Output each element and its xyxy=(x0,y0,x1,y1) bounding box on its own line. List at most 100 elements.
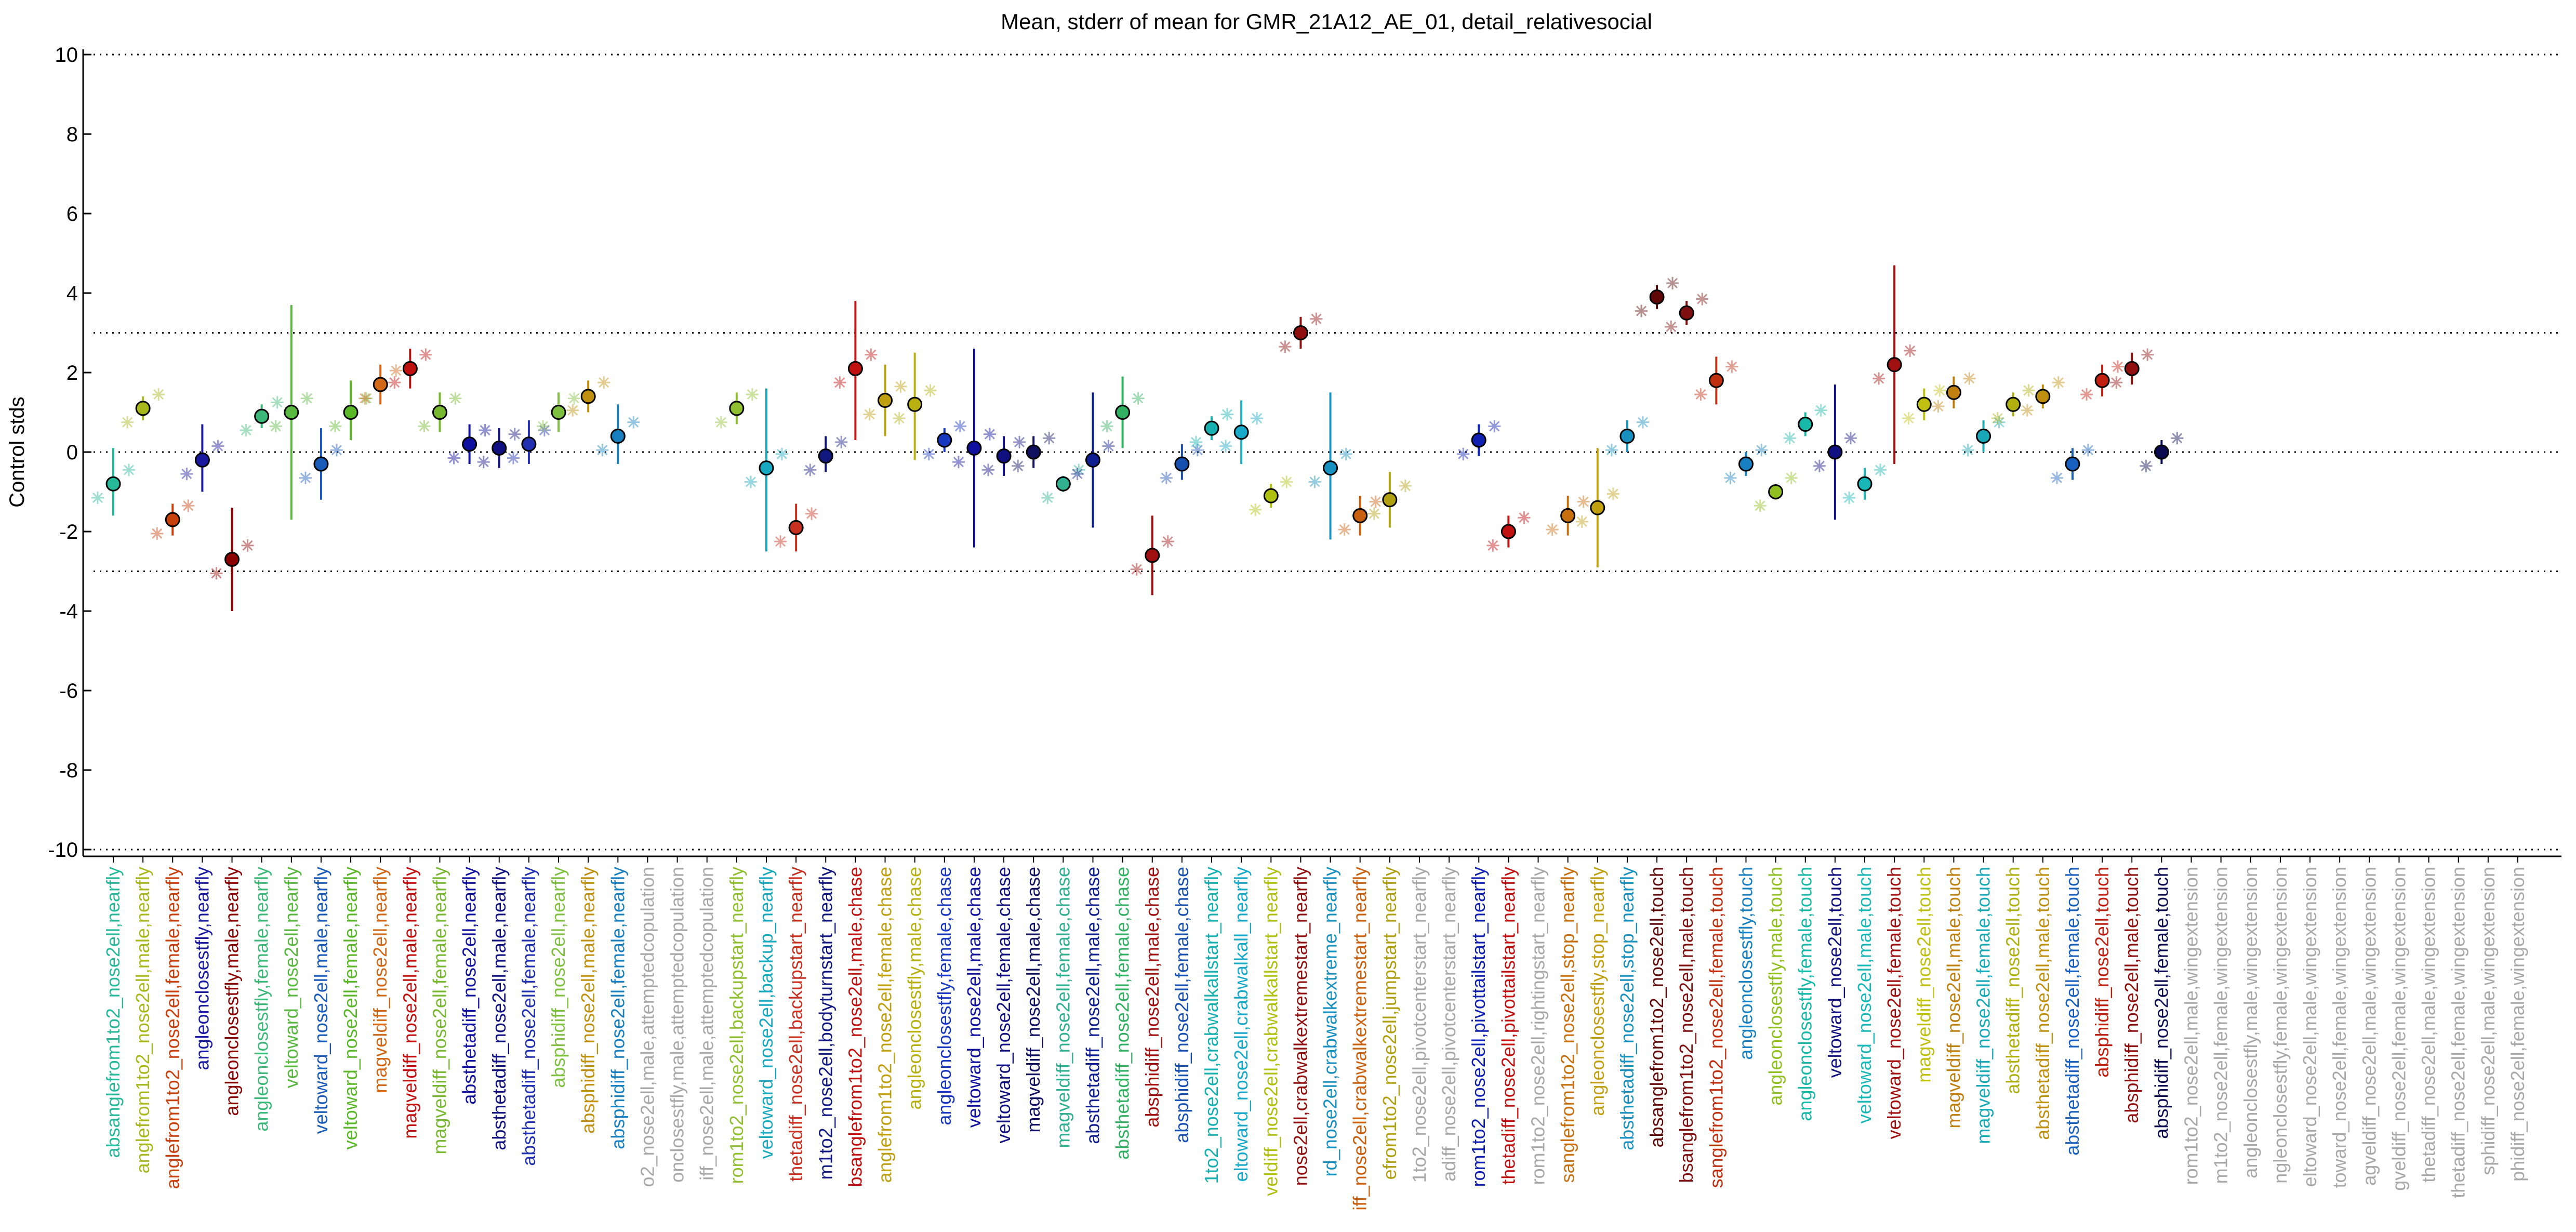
sample-marker-stroke xyxy=(1280,341,1291,352)
sample-marker-stroke xyxy=(1578,496,1589,507)
sample-marker-stroke xyxy=(1133,393,1144,404)
category-label: absphidiff_nose2ell,male,nearfly xyxy=(577,867,599,1134)
sample-marker xyxy=(241,539,254,552)
sample-marker-stroke xyxy=(1874,373,1884,384)
category-label: absthetadiff_nose2ell,male,touch xyxy=(2032,867,2053,1140)
sample-marker-stroke xyxy=(1400,480,1411,492)
sample-marker xyxy=(952,456,965,469)
category-label: angleonclosestfly,male,chase xyxy=(904,867,925,1110)
sample-marker xyxy=(566,404,579,417)
sample-marker xyxy=(1754,499,1767,512)
mean-marker xyxy=(2006,396,2021,412)
sample-marker-stroke xyxy=(1190,436,1202,447)
sample-marker-stroke xyxy=(1667,277,1678,288)
sample-marker-stroke xyxy=(2111,377,2122,388)
sample-marker-stroke xyxy=(567,405,578,416)
sample-marker-stroke xyxy=(1073,465,1084,475)
sample-marker xyxy=(152,388,165,401)
sample-marker-stroke xyxy=(213,441,223,452)
sample-marker xyxy=(775,447,788,460)
sample-marker-stroke xyxy=(954,421,965,432)
category-label: ngleonclosestfly,female,wingextension xyxy=(2269,867,2291,1184)
sample-marker-stroke xyxy=(1192,445,1203,456)
sample-marker xyxy=(744,475,757,488)
sample-marker-stroke xyxy=(1814,460,1825,471)
sample-marker-stroke xyxy=(330,421,341,432)
mean-marker xyxy=(194,452,210,468)
sample-marker xyxy=(180,468,193,481)
sample-marker xyxy=(447,452,460,465)
sample-marker-stroke xyxy=(599,377,609,388)
sample-marker xyxy=(597,376,610,389)
sample-marker-stroke xyxy=(1784,433,1795,444)
sample-marker-stroke xyxy=(1637,417,1648,428)
sample-marker xyxy=(211,440,224,453)
sample-marker-stroke xyxy=(2142,349,2153,360)
sample-marker-stroke xyxy=(1309,476,1320,487)
sample-marker-stroke xyxy=(1636,306,1647,316)
category-label: absthetadiff_nose2ell,female,nearfly xyxy=(518,867,539,1166)
sample-marker-stroke xyxy=(2172,433,2183,444)
sample-marker xyxy=(2050,471,2063,484)
y-tick-label: -4 xyxy=(59,600,78,623)
sample-marker xyxy=(865,348,878,361)
sample-marker-stroke xyxy=(775,536,786,547)
sample-marker-stroke xyxy=(509,429,520,440)
sample-marker xyxy=(418,420,431,433)
sample-marker-stroke xyxy=(628,417,639,428)
sample-marker-stroke xyxy=(1962,445,1973,456)
sample-marker-stroke xyxy=(1903,413,1914,424)
sample-marker-stroke xyxy=(953,457,964,468)
sample-marker-stroke xyxy=(1488,540,1498,551)
mean-marker xyxy=(1827,444,1843,460)
mean-marker xyxy=(1738,456,1754,472)
sample-marker-stroke xyxy=(361,393,372,404)
mean-marker xyxy=(1382,492,1398,508)
sample-marker-stroke xyxy=(450,393,461,404)
sample-marker xyxy=(123,463,135,476)
category-label: absthetadiff_nose2ell,stop_nearfly xyxy=(1616,867,1638,1150)
sample-marker-stroke xyxy=(1072,469,1083,480)
category-label: absthetadiff_nose2ell,male,chase xyxy=(1082,867,1103,1144)
sample-marker xyxy=(1696,293,1709,306)
category-label: agveldiff_nose2ell,male,wingextension xyxy=(2358,867,2380,1186)
sample-marker-stroke xyxy=(2141,460,2152,471)
category-label: angleonclosestfly,male,wingextension xyxy=(2240,867,2261,1178)
sample-marker-stroke xyxy=(420,349,431,360)
category-label: o2_nose2ell,male,attemptedcopulation xyxy=(636,867,658,1187)
sample-marker-stroke xyxy=(241,425,251,435)
mean-marker xyxy=(759,460,774,476)
sample-marker-stroke xyxy=(1370,496,1381,507)
sample-marker xyxy=(1160,471,1173,484)
category-label: angleonclosestfly,female,chase xyxy=(934,867,955,1125)
sample-marker xyxy=(240,423,253,436)
sample-marker-stroke xyxy=(1547,524,1558,535)
sample-marker-stroke xyxy=(894,413,905,424)
category-label: adiff_nose2ell,pivotcenterstart_nearfly xyxy=(1438,867,1459,1182)
sample-marker xyxy=(538,423,551,436)
sample-marker-stroke xyxy=(361,393,372,404)
mean-marker xyxy=(1887,357,1902,373)
chart-title: Mean, stderr of mean for GMR_21A12_AE_01… xyxy=(1001,9,1652,34)
sample-marker-stroke xyxy=(895,381,906,392)
sample-marker-stroke xyxy=(1845,433,1856,444)
sample-marker xyxy=(1904,344,1917,357)
sample-marker xyxy=(1991,412,2004,425)
sample-marker-stroke xyxy=(360,393,370,404)
sample-marker xyxy=(1636,416,1649,429)
category-label: magveldiff_nose2ell,male,nearfly xyxy=(399,867,420,1139)
mean-marker xyxy=(1026,444,1041,460)
sample-marker-stroke xyxy=(1727,361,1737,372)
sample-marker-stroke xyxy=(181,469,192,480)
category-label: 1to2_nose2ell,crabwalkallstart_nearfly xyxy=(1201,867,1222,1184)
sample-marker xyxy=(1369,495,1382,508)
category-label: sphidiff_nose2ell,male,wingextension xyxy=(2477,867,2499,1175)
sample-marker xyxy=(479,423,492,436)
category-label: onclosestfly,male,attemptedcopulation xyxy=(667,867,688,1183)
sample-marker-stroke xyxy=(1725,472,1736,483)
y-tick-label: 10 xyxy=(55,44,78,67)
sample-marker-stroke xyxy=(122,417,133,428)
sample-marker-stroke xyxy=(1695,389,1706,400)
sample-marker-stroke xyxy=(1547,524,1558,535)
sample-marker xyxy=(1132,392,1145,405)
